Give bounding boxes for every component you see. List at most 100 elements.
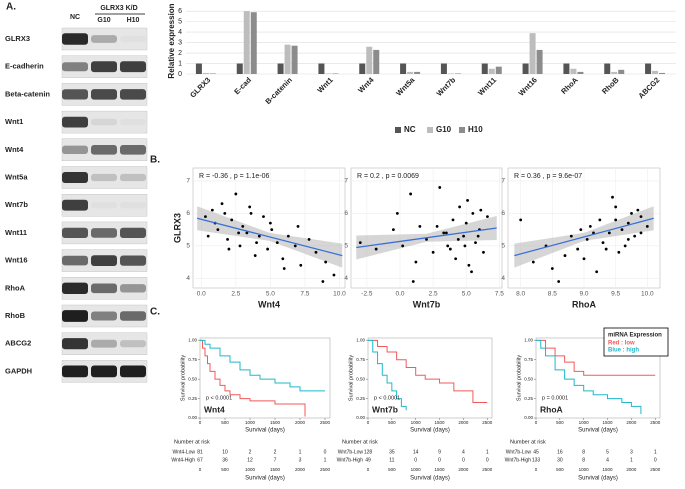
point bbox=[595, 270, 599, 274]
bar bbox=[645, 63, 652, 74]
blot-band bbox=[91, 365, 117, 378]
x-tick-label: ABCG2 bbox=[636, 75, 661, 100]
blot-band bbox=[62, 227, 88, 238]
blot-band bbox=[91, 228, 117, 238]
point bbox=[220, 202, 224, 206]
risk-count: 4 bbox=[606, 457, 609, 463]
x-tick-label: Wnt1 bbox=[315, 75, 334, 94]
x-tick-label: 8.0 bbox=[516, 291, 525, 298]
x-tick-label: 2000 bbox=[458, 420, 469, 425]
point bbox=[633, 234, 637, 238]
risk-count: 2 bbox=[274, 449, 277, 455]
y-tick-label: 1.00 bbox=[356, 338, 365, 343]
risk-count: 8 bbox=[582, 457, 585, 463]
blot-band bbox=[91, 255, 117, 266]
risk-count: 14 bbox=[413, 449, 419, 455]
blot-band bbox=[91, 89, 117, 100]
point bbox=[614, 218, 618, 222]
point bbox=[466, 199, 469, 202]
bar bbox=[563, 63, 570, 74]
x-tick-label: 500 bbox=[556, 420, 564, 425]
column-label: H10 bbox=[127, 17, 140, 24]
y-tick-label: 0.75 bbox=[524, 357, 533, 362]
point bbox=[248, 205, 252, 209]
annotation: p < 0.0001 bbox=[374, 395, 400, 401]
point bbox=[458, 205, 462, 209]
x-tick-label: 500 bbox=[388, 420, 396, 425]
x-tick-label: 10.0 bbox=[641, 291, 654, 298]
x-tick-label: 500 bbox=[221, 467, 229, 472]
risk-count: 0 bbox=[414, 457, 417, 463]
y-axis-label: GLRX3 bbox=[172, 213, 182, 243]
point bbox=[249, 212, 253, 215]
blot-band bbox=[91, 61, 117, 73]
survival-curve bbox=[368, 339, 407, 411]
x-axis-label: Survival (days) bbox=[578, 428, 618, 434]
panel-label: A. bbox=[6, 2, 16, 13]
bar bbox=[373, 49, 380, 74]
risk-count: 36 bbox=[222, 457, 228, 463]
risk-count: 49 bbox=[365, 457, 371, 463]
y-tick-label: 1.00 bbox=[188, 338, 197, 343]
x-tick-label: 5.0 bbox=[266, 291, 275, 298]
point bbox=[296, 224, 300, 228]
x-tick-label: 2500 bbox=[650, 467, 661, 472]
blot-band bbox=[120, 255, 146, 266]
point bbox=[639, 215, 643, 219]
blot-band bbox=[62, 255, 88, 266]
point bbox=[414, 260, 418, 264]
x-tick-label: 2500 bbox=[650, 420, 661, 425]
risk-row-label: Wnt7b-High bbox=[505, 457, 532, 463]
y-tick-label: 0.75 bbox=[188, 357, 197, 362]
row-label: E-cadherin bbox=[5, 62, 44, 71]
x-tick-label: 2000 bbox=[626, 420, 637, 425]
blot-band bbox=[120, 227, 146, 238]
annotation: p = 0.0001 bbox=[542, 395, 568, 401]
risk-count: 16 bbox=[557, 449, 563, 455]
point bbox=[332, 273, 336, 277]
bar bbox=[659, 72, 666, 74]
bar bbox=[652, 70, 659, 74]
x-tick-label: Wnt16 bbox=[517, 75, 539, 97]
bar bbox=[277, 63, 284, 74]
y-tick-label: 5 bbox=[344, 243, 348, 250]
row-label: Wnt1 bbox=[5, 117, 23, 126]
point bbox=[531, 260, 535, 264]
blot-band bbox=[62, 89, 88, 100]
point bbox=[418, 224, 422, 228]
point bbox=[585, 237, 589, 241]
blot-band bbox=[120, 311, 146, 321]
x-tick-label: 8.5 bbox=[548, 291, 557, 298]
row-label: RhoA bbox=[5, 283, 26, 292]
x-tick-label: Wnt11 bbox=[476, 75, 498, 97]
risk-title: Number at risk bbox=[510, 439, 546, 445]
point bbox=[257, 234, 261, 238]
x-tick-label: 9.5 bbox=[611, 291, 620, 298]
point bbox=[626, 221, 630, 225]
risk-row-label: Wnt7b-Low bbox=[506, 449, 532, 455]
blot-band bbox=[120, 61, 146, 73]
point bbox=[446, 244, 450, 248]
risk-count: 35 bbox=[389, 449, 395, 455]
point bbox=[255, 241, 258, 244]
x-tick-label: RhoB bbox=[600, 75, 621, 96]
risk-count: 1 bbox=[324, 457, 327, 463]
blot-band bbox=[91, 173, 117, 182]
bar bbox=[291, 45, 298, 74]
row-label: Wnt16 bbox=[5, 256, 28, 265]
legend-label: Blue : high bbox=[608, 348, 639, 354]
trend-line bbox=[356, 227, 497, 249]
bar bbox=[604, 63, 611, 74]
panel-label: B. bbox=[150, 155, 160, 166]
risk-count: 0 bbox=[324, 449, 327, 455]
blot-band bbox=[62, 338, 88, 350]
x-tick-label: 1500 bbox=[435, 420, 446, 425]
x-tick-label: B-catenin bbox=[263, 75, 294, 106]
x-tick-label: Wnt5a bbox=[394, 75, 417, 98]
risk-count: 1 bbox=[299, 449, 302, 455]
x-tick-label: 1500 bbox=[435, 467, 446, 472]
point bbox=[569, 234, 573, 238]
y-tick-label: 0.50 bbox=[188, 376, 197, 381]
point bbox=[479, 208, 483, 212]
point bbox=[299, 263, 303, 267]
